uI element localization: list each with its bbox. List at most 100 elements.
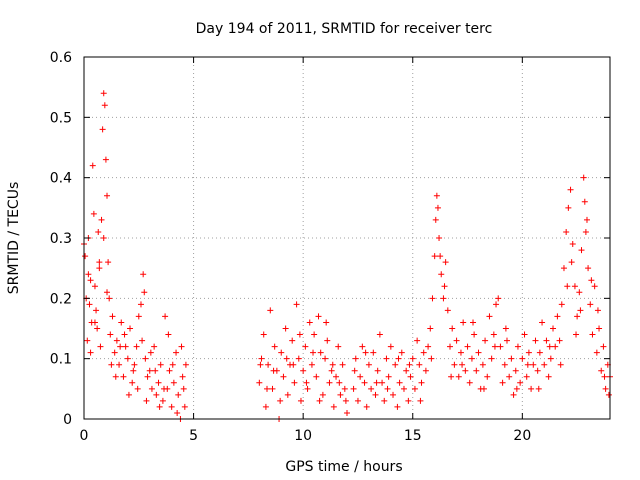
data-point [490,331,497,338]
data-point [306,319,313,326]
data-point [86,301,93,308]
data-point [558,301,565,308]
data-point [139,337,146,344]
data-point [601,373,608,380]
data-point [528,385,535,392]
data-point [125,391,132,398]
data-point [582,228,589,235]
data-point [405,397,412,404]
data-point [442,259,449,266]
data-point [605,391,612,398]
data-point [585,265,592,272]
data-point [464,343,471,350]
data-point [87,277,94,284]
data-point [438,271,445,278]
data-point [493,301,500,308]
data-point [159,397,166,404]
data-point [546,343,553,350]
data-point [104,289,111,296]
data-point [556,337,563,344]
data-point [162,313,169,320]
data-point [545,373,552,380]
data-point [406,361,413,368]
data-point [291,379,298,386]
data-point [267,307,274,314]
data-point [315,313,322,320]
data-point [580,174,587,181]
data-point [102,156,109,163]
x-tick-label: 5 [189,428,198,444]
data-point [392,361,399,368]
data-point [133,343,140,350]
data-point [85,271,92,278]
data-point [82,253,89,260]
data-point [316,397,323,404]
data-point [148,385,155,392]
data-point [434,204,441,211]
data-point [117,343,124,350]
data-point [513,385,520,392]
data-point [479,361,486,368]
data-point [600,343,607,350]
data-point [181,403,188,410]
data-point [140,271,147,278]
data-point [344,409,350,416]
data-point [573,331,580,338]
data-point [470,319,477,326]
x-tick-labels: 0 5 10 15 20 [80,428,532,444]
data-point [98,216,105,223]
data-point [381,397,388,404]
data-point [313,373,320,380]
data-point [293,301,300,308]
data-point [156,403,163,410]
data-point [571,283,578,290]
data-point [560,265,567,272]
x-axis-label: GPS time / hours [285,459,402,475]
data-point [569,241,576,248]
data-point [169,361,176,368]
data-point [111,349,118,356]
data-point [357,373,364,380]
data-point [87,349,94,356]
data-point [574,313,581,320]
data-point [175,391,182,398]
data-point [398,349,405,356]
data-point [550,325,557,332]
data-point [297,397,304,404]
data-point [96,265,103,272]
data-point [339,361,346,368]
data-point [151,343,158,350]
data-point [130,367,137,374]
data-point [417,397,424,404]
data-point [269,385,276,392]
y-axis-label: SRMTID / TECUs [6,182,22,295]
data-point [495,295,502,302]
data-point [89,162,96,169]
y-tick-label: 0.3 [50,231,72,247]
data-point [441,283,448,290]
data-point [361,379,368,386]
data-point [491,343,498,350]
data-point [390,391,397,398]
data-point [166,367,173,374]
data-point [385,373,392,380]
data-point [319,391,326,398]
y-tick-label: 0.2 [50,291,72,307]
data-point [368,385,375,392]
data-point [280,373,287,380]
data-point [416,361,423,368]
data-point [271,343,278,350]
data-point [422,367,429,374]
data-point [134,385,141,392]
data-point [284,391,291,398]
data-point [593,349,600,356]
data-point [407,373,414,380]
data-point [341,385,348,392]
data-point [303,379,310,386]
data-point [488,355,495,362]
data-point [311,331,318,338]
data-point [118,319,125,326]
data-point [160,385,167,392]
data-point [108,361,115,368]
data-point [395,355,402,362]
